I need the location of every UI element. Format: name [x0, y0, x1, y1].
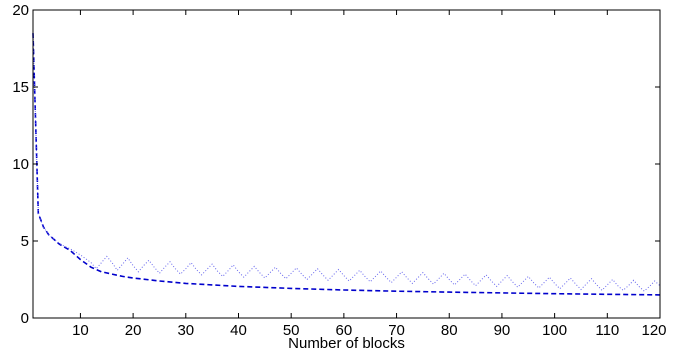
plot-series-group [32, 33, 661, 296]
x-tick-label: 100 [542, 322, 567, 339]
y-tick-label: 0 [21, 310, 29, 327]
y-axis: 0 5 10 15 20 [12, 2, 660, 327]
y-tick-label: 10 [12, 156, 29, 173]
x-tick-label: 40 [230, 322, 247, 339]
x-tick-label: 90 [494, 322, 511, 339]
x-axis-label: Number of blocks [288, 335, 405, 352]
y-tick-label: 5 [21, 233, 29, 250]
plot-frame [32, 9, 661, 319]
x-axis: 10 20 30 40 50 60 70 80 90 100 110 120 [72, 10, 667, 339]
x-tick-label: 80 [441, 322, 458, 339]
x-tick-label: 30 [177, 322, 194, 339]
series-line-1 [32, 33, 661, 296]
x-tick-label: 120 [641, 322, 666, 339]
y-tick-label: 20 [12, 2, 29, 19]
x-tick-label: 10 [72, 322, 89, 339]
x-tick-label: 60 [336, 322, 353, 339]
x-tick-label: 50 [283, 322, 300, 339]
x-tick-label: 20 [125, 322, 142, 339]
x-tick-label: 110 [595, 322, 619, 339]
x-tick-label: 70 [388, 322, 405, 339]
y-tick-label: 15 [12, 79, 29, 96]
series-line-2 [32, 33, 661, 292]
